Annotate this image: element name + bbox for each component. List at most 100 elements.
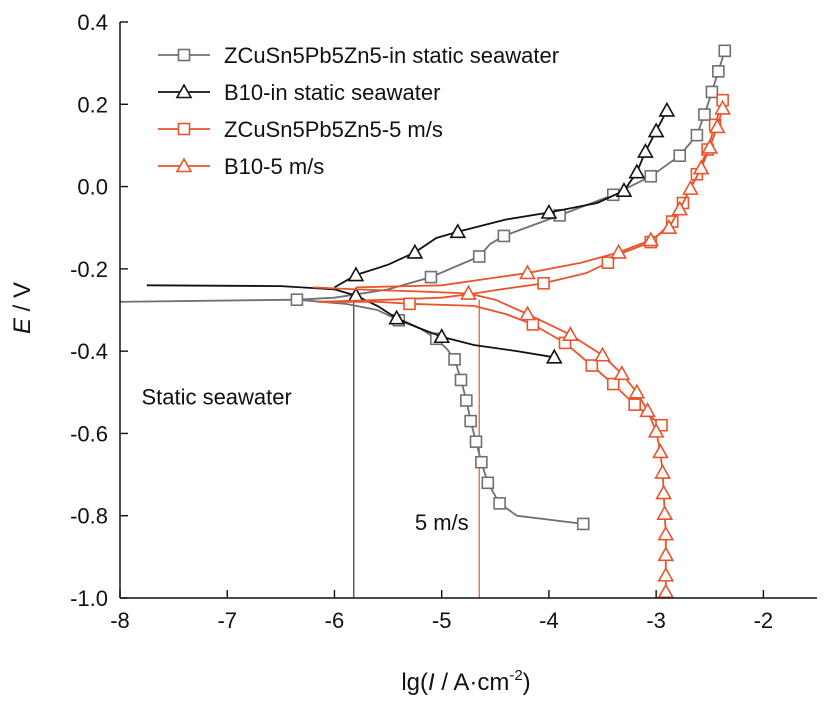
data-point	[537, 276, 550, 290]
data-point	[448, 353, 461, 366]
legend-entry-2: B10-in static seawater	[158, 80, 440, 105]
annotation-2: 5 m/s	[415, 510, 469, 535]
data-point	[642, 231, 660, 247]
axes: -8 -7 -6 -5 -4 -3 -2 0.4 0.2 0.0 -0.2 -0.4 -0.6 -0.8 -…	[70, 10, 817, 633]
data-point	[690, 128, 704, 142]
series-1	[119, 44, 732, 531]
data-point	[347, 266, 365, 282]
legend-marker	[177, 122, 191, 136]
data-point	[613, 365, 631, 381]
data-point	[712, 65, 725, 78]
data-point	[545, 348, 563, 364]
legend-entry-4: B10-5 m/s	[158, 154, 324, 179]
data-point	[647, 422, 665, 438]
data-point	[698, 108, 711, 121]
series-2	[146, 101, 676, 364]
y-axis-title: E / V	[9, 282, 36, 334]
x-tick-label: -8	[110, 608, 130, 633]
data-point	[481, 476, 495, 490]
data-point	[647, 122, 665, 138]
data-point	[433, 328, 451, 344]
x-axis-title: lg(I / A·cm-2)	[401, 667, 530, 696]
data-point	[652, 443, 669, 459]
y-tick-label: -0.6	[70, 421, 108, 446]
data-point	[628, 383, 646, 399]
y-tick-label: -0.4	[70, 339, 108, 364]
x-tick-label: -4	[539, 608, 559, 633]
data-point	[701, 138, 719, 154]
data-point	[682, 179, 699, 195]
data-point	[290, 293, 304, 307]
data-point	[657, 546, 675, 562]
legend-label: ZCuSn5Pb5Zn5-in static seawater	[224, 43, 559, 68]
data-point	[644, 169, 658, 183]
data-point	[472, 250, 486, 263]
legend-marker	[175, 83, 193, 99]
data-point	[657, 566, 675, 582]
data-point	[454, 373, 468, 387]
legend-label: B10-5 m/s	[224, 154, 324, 179]
data-point	[718, 44, 732, 58]
plot-area	[119, 44, 732, 599]
data-point	[705, 85, 719, 99]
data-point	[594, 346, 611, 362]
x-tick-label: -2	[754, 608, 774, 633]
data-point	[601, 256, 615, 269]
data-point	[658, 101, 676, 117]
data-point	[464, 414, 477, 428]
data-point	[606, 377, 620, 391]
legend-label: B10-in static seawater	[224, 80, 440, 105]
data-point	[526, 318, 540, 331]
data-point	[655, 484, 673, 500]
data-point	[673, 149, 687, 163]
data-point	[519, 264, 536, 280]
cathodic-branch-1	[119, 298, 584, 525]
x-tick-label: -5	[432, 608, 452, 633]
data-point	[657, 583, 675, 599]
y-tick-label: 0.2	[77, 92, 108, 117]
x-tick-label: -6	[325, 608, 345, 633]
data-point	[497, 229, 511, 243]
legend-entry-1: ZCuSn5Pb5Zn5-in static seawater	[158, 43, 559, 68]
data-point	[403, 297, 416, 311]
data-point	[475, 455, 488, 469]
data-point	[388, 309, 406, 325]
data-point	[639, 402, 656, 418]
data-point	[657, 525, 675, 541]
legend-label: ZCuSn5Pb5Zn5-5 m/s	[224, 117, 443, 142]
data-point	[628, 398, 642, 411]
data-point	[424, 270, 438, 284]
y-tick-label: -0.8	[70, 504, 108, 529]
data-point	[637, 142, 654, 158]
data-point	[540, 203, 558, 219]
annotations: Static seawater 5 m/s	[141, 385, 468, 535]
x-tick-label: -7	[217, 608, 237, 633]
data-point	[671, 200, 689, 216]
data-point	[654, 463, 671, 479]
legend-marker	[175, 157, 193, 173]
data-point	[406, 243, 424, 259]
series-3	[318, 93, 729, 432]
data-point	[615, 182, 633, 197]
series-4	[312, 99, 732, 599]
data-point	[708, 118, 726, 134]
data-point	[714, 99, 732, 115]
data-point	[469, 435, 483, 448]
data-point	[460, 394, 473, 407]
data-point	[660, 219, 678, 235]
y-tick-label: 0.0	[77, 175, 108, 200]
data-point	[519, 305, 536, 321]
data-point	[449, 223, 467, 239]
data-point	[493, 497, 506, 510]
cathodic-branch-4	[312, 286, 667, 592]
x-tick-label: -3	[646, 608, 666, 633]
data-point	[692, 159, 710, 175]
legend-entry-3: ZCuSn5Pb5Zn5-5 m/s	[158, 117, 443, 142]
data-point	[562, 326, 579, 341]
y-tick-label: -0.2	[70, 257, 108, 282]
data-point	[576, 517, 590, 531]
y-tick-label: 0.4	[77, 10, 108, 35]
y-tick-label: -1.0	[70, 586, 108, 611]
legend-marker	[177, 48, 191, 62]
